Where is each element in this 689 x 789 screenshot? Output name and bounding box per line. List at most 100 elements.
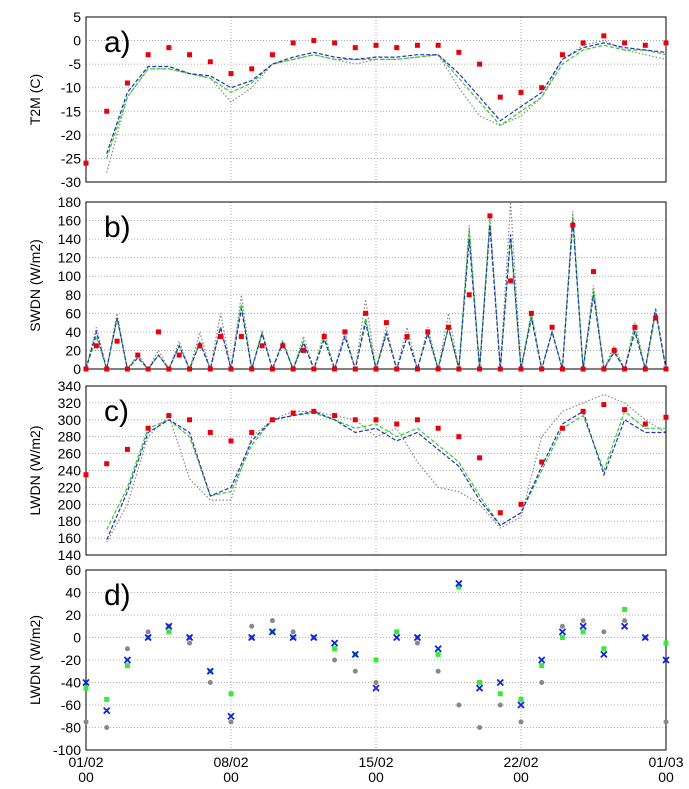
point [123, 656, 132, 664]
point [620, 622, 629, 630]
point [591, 269, 596, 275]
point [185, 633, 194, 642]
point [176, 352, 182, 358]
point [83, 719, 89, 725]
point [518, 696, 524, 702]
y-axis-label: T2M (C) [27, 74, 43, 125]
point [434, 645, 442, 653]
point [414, 42, 420, 48]
point [310, 633, 318, 642]
y-tick-label: 140 [58, 547, 82, 563]
point [248, 633, 256, 642]
point [559, 52, 565, 58]
point [600, 650, 608, 659]
point [497, 691, 503, 697]
point [611, 347, 617, 353]
point [228, 691, 234, 697]
point [228, 366, 234, 372]
y-tick-label: 60 [65, 562, 81, 578]
point [497, 702, 503, 708]
point [249, 366, 255, 372]
point [301, 347, 306, 353]
point [622, 407, 628, 413]
point [290, 629, 296, 635]
y-tick-label: -60 [61, 697, 81, 713]
point [269, 52, 275, 58]
y-tick-label: 320 [58, 395, 82, 411]
point [601, 402, 607, 408]
point [269, 618, 275, 624]
point [549, 324, 555, 330]
point [166, 366, 172, 372]
point [290, 410, 296, 416]
point [477, 61, 483, 67]
point [414, 366, 420, 372]
point [653, 315, 659, 321]
point [83, 472, 89, 478]
point [559, 366, 565, 372]
point [456, 434, 462, 440]
point [373, 366, 379, 372]
point [187, 52, 193, 58]
point [487, 213, 493, 219]
point [290, 40, 296, 46]
point [83, 160, 89, 166]
point [311, 408, 317, 414]
point [104, 366, 110, 372]
point [332, 40, 338, 46]
point [187, 640, 193, 646]
series-line [106, 44, 667, 159]
point [249, 66, 255, 72]
point [311, 366, 317, 372]
y-tick-label: 300 [58, 412, 82, 428]
point [622, 618, 628, 624]
point [601, 33, 607, 39]
point [332, 657, 338, 663]
point [373, 417, 379, 423]
point [228, 719, 234, 725]
point [394, 421, 400, 427]
point [497, 510, 503, 516]
point [622, 606, 628, 612]
point [197, 343, 203, 349]
point [425, 329, 431, 335]
point [238, 334, 244, 340]
point [352, 45, 358, 51]
panel-label: a) [104, 26, 131, 59]
panel-label: d) [104, 579, 131, 612]
plot-frame [85, 16, 667, 183]
point [332, 413, 338, 419]
point [663, 414, 669, 420]
point [580, 408, 586, 414]
y-tick-label: 40 [65, 324, 81, 340]
point [601, 366, 607, 372]
y-tick-label: 260 [58, 446, 82, 462]
point [104, 108, 110, 114]
y-tick-label: -30 [61, 174, 81, 190]
point [83, 685, 89, 691]
panel-label: b) [104, 211, 131, 244]
point [663, 40, 669, 46]
y-tick-label: 160 [58, 530, 82, 546]
point [321, 334, 327, 340]
point [539, 366, 545, 372]
point [538, 656, 546, 664]
point [82, 678, 90, 687]
point [166, 45, 172, 51]
point [570, 222, 576, 228]
point [622, 40, 628, 46]
y-tick-label: -10 [61, 80, 81, 96]
y-tick-label: 80 [65, 287, 81, 303]
point [332, 646, 338, 652]
point [93, 343, 99, 349]
point [166, 629, 172, 635]
point [518, 501, 524, 507]
point [632, 324, 638, 330]
y-tick-label: 160 [58, 213, 82, 229]
point [352, 366, 358, 372]
plot-frame [85, 385, 667, 556]
point [289, 633, 297, 642]
point [456, 366, 462, 372]
x-tick-label: 15/02 00 [358, 754, 394, 785]
y-tick-label: -100 [53, 742, 81, 758]
